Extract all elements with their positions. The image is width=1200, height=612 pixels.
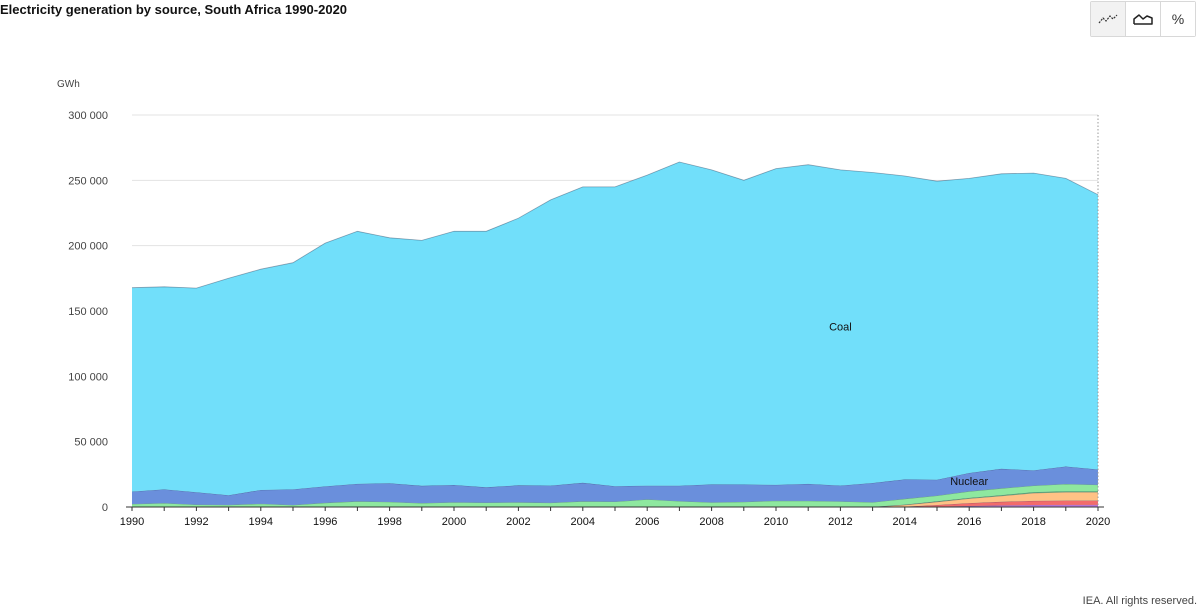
x-tick-label: 2018 [1021,516,1045,528]
x-tick-label: 1992 [184,516,208,528]
area-nuclear[interactable] [132,466,1098,506]
x-tick-label: 2004 [571,516,595,528]
y-axis-unit: GWh [57,79,80,90]
x-tick-label: 1990 [120,516,144,528]
y-tick-label: 150 000 [68,306,108,318]
x-tick-label: 1996 [313,516,337,528]
x-tick-label: 2006 [635,516,659,528]
line-chart-icon [1098,14,1118,24]
chart-type-toolbar: % [1090,1,1196,37]
area-chart-icon [1133,14,1153,25]
area-s5[interactable] [132,484,1098,507]
x-tick-label: 2010 [764,516,788,528]
area-coal[interactable] [132,162,1098,496]
y-tick-label: 100 000 [68,371,108,383]
x-tick-label: 2014 [893,516,917,528]
chart-title: Electricity generation by source, South … [0,2,348,17]
x-tick-label: 2008 [699,516,723,528]
area-chart-button[interactable] [1126,2,1161,36]
x-tick-label: 2000 [442,516,466,528]
percent-button[interactable]: % [1161,2,1195,36]
y-tick-label: 300 000 [68,110,108,122]
x-tick-label: 1994 [249,516,273,528]
y-tick-label: 200 000 [68,241,108,253]
area-edge-s7 [131,161,1099,289]
copyright-note: IEA. All rights reserved. [1082,595,1197,607]
x-tick-label: 2020 [1086,516,1110,528]
y-tick-label: 0 [102,502,108,514]
y-tick-label: 50 000 [74,437,108,449]
x-tick-label: 2012 [828,516,852,528]
line-chart-button[interactable] [1091,2,1126,36]
x-tick-label: 2002 [506,516,530,528]
series-label-coal: Coal [829,322,852,334]
x-tick-label: 1998 [377,516,401,528]
x-tick-label: 2016 [957,516,981,528]
y-tick-label: 250 000 [68,175,108,187]
series-label-nuclear: Nuclear [950,476,988,488]
